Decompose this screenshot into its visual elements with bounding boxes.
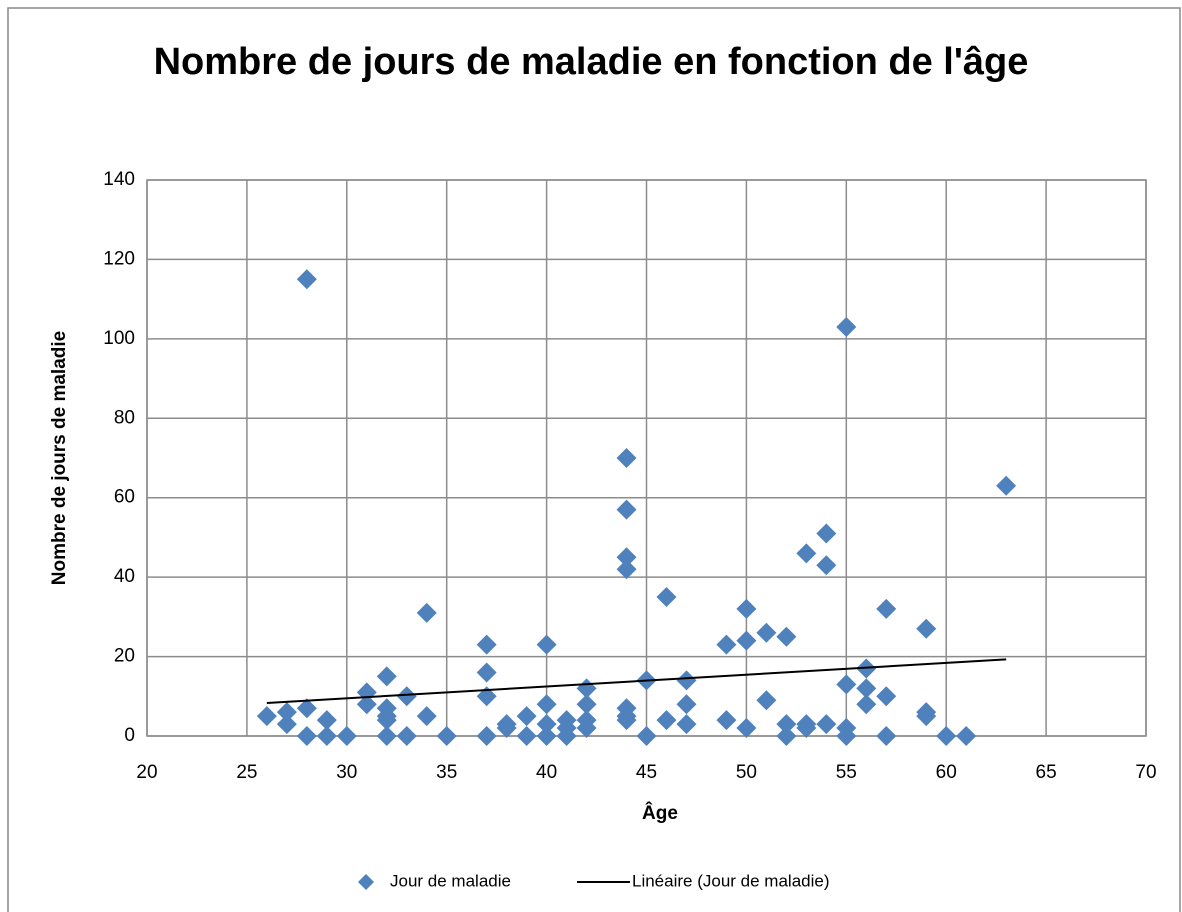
point <box>916 706 937 727</box>
legend-label: Linéaire (Jour de maladie) <box>632 871 830 890</box>
point <box>436 726 457 746</box>
point <box>756 690 777 711</box>
point <box>676 714 697 735</box>
point <box>856 678 877 699</box>
x-tick-label: 45 <box>636 762 657 783</box>
point <box>296 726 317 746</box>
trendline <box>266 658 1007 705</box>
point <box>816 555 837 576</box>
point <box>516 706 537 727</box>
point <box>716 634 737 655</box>
point <box>356 694 377 715</box>
x-tick-label: 35 <box>436 762 457 783</box>
point <box>736 718 757 739</box>
y-axis-label: Nombre de jours de maladie <box>49 331 70 585</box>
point <box>556 726 577 746</box>
point <box>316 710 337 731</box>
point <box>796 543 817 564</box>
x-axis-label: Âge <box>642 802 678 824</box>
y-tick-label: 120 <box>103 248 135 269</box>
y-tick-label: 100 <box>103 328 135 349</box>
point <box>536 634 557 655</box>
point <box>776 726 797 746</box>
y-tick-label: 20 <box>114 646 135 667</box>
point <box>476 726 497 746</box>
point <box>816 523 837 544</box>
point <box>396 726 417 746</box>
point <box>796 718 817 739</box>
point <box>616 499 637 520</box>
point <box>376 710 397 731</box>
point <box>276 714 297 735</box>
point <box>876 686 897 707</box>
point <box>496 718 517 739</box>
point <box>376 726 397 746</box>
point <box>916 618 937 639</box>
point <box>996 475 1017 496</box>
point <box>376 666 397 687</box>
x-tick-label: 20 <box>136 762 157 783</box>
point <box>776 626 797 647</box>
y-tick-label: 40 <box>114 566 135 587</box>
y-tick-label: 60 <box>114 487 135 508</box>
point <box>876 726 897 746</box>
y-tick-label: 140 <box>103 169 135 190</box>
chart-title: Nombre de jours de maladie en fonction d… <box>153 41 1029 83</box>
chart-border <box>7 7 1181 912</box>
point <box>536 694 557 715</box>
legend-marker <box>358 874 374 890</box>
point <box>836 674 857 695</box>
point <box>256 706 277 727</box>
point <box>396 686 417 707</box>
point <box>536 726 557 746</box>
point <box>636 726 657 746</box>
point <box>616 547 637 568</box>
point <box>516 726 537 746</box>
point <box>856 694 877 715</box>
point <box>476 634 497 655</box>
point <box>576 718 597 739</box>
point <box>676 694 697 715</box>
x-tick-label: 25 <box>236 762 257 783</box>
point <box>736 630 757 651</box>
point <box>296 698 317 719</box>
point <box>676 670 697 691</box>
point <box>616 559 637 580</box>
x-tick-label: 55 <box>836 762 857 783</box>
point <box>836 316 857 337</box>
point <box>656 710 677 731</box>
x-tick-label: 50 <box>736 762 757 783</box>
x-tick-label: 40 <box>536 762 557 783</box>
point <box>296 269 317 290</box>
x-tick-label: 70 <box>1135 762 1156 783</box>
point <box>716 710 737 731</box>
point <box>956 726 977 746</box>
point <box>776 714 797 735</box>
point <box>876 598 897 619</box>
point <box>736 598 757 619</box>
point <box>756 622 777 643</box>
x-tick-label: 65 <box>1036 762 1057 783</box>
point <box>616 448 637 468</box>
point <box>276 702 297 723</box>
point <box>936 726 957 746</box>
y-tick-label: 0 <box>124 725 135 746</box>
point <box>816 714 837 735</box>
point <box>616 710 637 731</box>
point <box>416 602 437 623</box>
point <box>316 726 337 746</box>
y-tick-label: 80 <box>114 407 135 428</box>
x-tick-label: 30 <box>336 762 357 783</box>
point <box>536 714 557 735</box>
point <box>476 662 497 683</box>
point <box>656 587 677 607</box>
legend-label: Jour de maladie <box>390 871 511 890</box>
x-tick-label: 60 <box>936 762 957 783</box>
point <box>836 726 857 746</box>
point <box>416 706 437 727</box>
point <box>336 726 357 746</box>
point <box>576 694 597 715</box>
